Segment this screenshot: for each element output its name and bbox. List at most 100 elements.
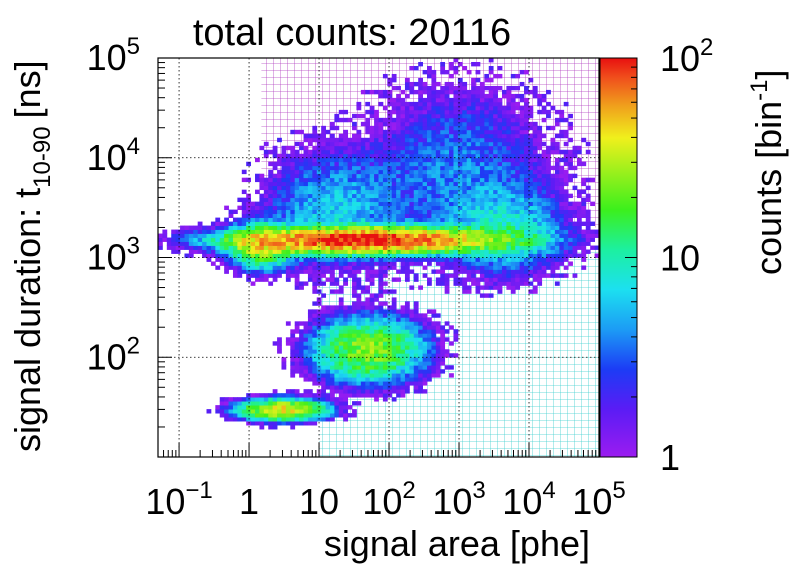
heatmap-cell [541, 265, 547, 270]
heatmap-cell [528, 229, 534, 234]
heatmap-cell [462, 265, 468, 270]
heatmap-cell [338, 181, 344, 187]
heatmap-cell [329, 277, 335, 282]
heatmap-cell [444, 349, 450, 354]
heatmap-cell [321, 305, 326, 310]
heatmap-cell [537, 225, 543, 230]
heatmap-cell [387, 385, 393, 390]
heatmap-cell [515, 133, 521, 139]
heatmap-cell [404, 193, 410, 199]
heatmap-cell [299, 189, 304, 195]
heatmap-cell [409, 149, 415, 155]
heatmap-cell [506, 209, 512, 215]
heatmap-cell [475, 69, 481, 75]
heatmap-cell [537, 273, 543, 278]
heatmap-cell [387, 129, 393, 135]
heatmap-cell [440, 145, 446, 151]
heatmap-cell [471, 197, 476, 203]
heatmap-cell [559, 237, 565, 242]
heatmap-cell [413, 145, 419, 151]
heatmap-cell [360, 201, 366, 207]
heatmap-cell [497, 201, 503, 207]
heatmap-cell [404, 381, 410, 386]
heatmap-cell [488, 197, 494, 203]
heatmap-cell [479, 101, 485, 107]
heatmap-cell [497, 113, 503, 119]
heatmap-cell [515, 225, 521, 230]
heatmap-cell [479, 129, 485, 135]
heatmap-cell [554, 245, 560, 250]
heatmap-cell [268, 269, 274, 274]
heatmap-cell [484, 161, 490, 167]
heatmap-cell [246, 197, 252, 203]
heatmap-cell [343, 145, 349, 151]
heatmap-cell [484, 165, 490, 171]
heatmap-cell [290, 205, 296, 211]
heatmap-cell [356, 169, 362, 175]
heatmap-cell [506, 149, 512, 155]
heatmap-cell [396, 213, 401, 218]
heatmap-cell [554, 281, 560, 286]
heatmap-cell [250, 201, 256, 207]
heatmap-cell [303, 345, 309, 350]
heatmap-cell [400, 377, 406, 382]
heatmap-cell [541, 97, 547, 103]
heatmap-cell [444, 285, 450, 290]
heatmap-cell [250, 409, 256, 414]
heatmap-cell [352, 273, 357, 278]
heatmap-cell [255, 157, 260, 163]
heatmap-cell [409, 349, 415, 354]
heatmap-cell [404, 345, 410, 350]
heatmap-cell [537, 153, 543, 159]
heatmap-cell [356, 329, 362, 334]
heatmap-cell [532, 121, 538, 127]
heatmap-cell [329, 357, 335, 362]
heatmap-cell [232, 405, 238, 410]
heatmap-cell [325, 369, 331, 374]
heatmap-cell [312, 213, 318, 218]
heatmap-cell [519, 173, 525, 179]
heatmap-cell [321, 293, 326, 298]
heatmap-cell [312, 165, 318, 171]
heatmap-cell [369, 225, 375, 230]
heatmap-cell [488, 145, 494, 151]
heatmap-cell [299, 165, 304, 171]
heatmap-cell [515, 101, 521, 107]
heatmap-cell [510, 289, 516, 294]
heatmap-cell [281, 173, 287, 179]
heatmap-cell [572, 273, 578, 278]
heatmap-cell [493, 145, 498, 151]
heatmap-cell [422, 233, 428, 238]
heatmap-cell [541, 149, 547, 155]
heatmap-cell [347, 317, 353, 322]
heatmap-cell [563, 157, 569, 163]
heatmap-cell [528, 221, 534, 226]
heatmap-cell [365, 357, 371, 362]
heatmap-cell [338, 169, 344, 175]
heatmap-cell [281, 257, 287, 262]
heatmap-cell [427, 141, 432, 147]
heatmap-cell [506, 181, 512, 187]
heatmap-cell [409, 85, 415, 91]
heatmap-cell [268, 217, 274, 222]
heatmap-cell [546, 209, 551, 215]
heatmap-cell [400, 349, 406, 354]
heatmap-cell [343, 281, 349, 286]
heatmap-cell [519, 281, 525, 286]
heatmap-cell [325, 153, 331, 159]
heatmap-cell [501, 109, 507, 115]
heatmap-cell [519, 169, 525, 175]
heatmap-cell [462, 117, 468, 123]
heatmap-cell [554, 201, 560, 207]
heatmap-cell [493, 213, 498, 218]
heatmap-cell [479, 265, 485, 270]
heatmap-cell [449, 173, 454, 179]
heatmap-cell [475, 153, 481, 159]
heatmap-cell [409, 269, 415, 274]
heatmap-cell [369, 361, 375, 366]
heatmap-cell [427, 177, 432, 183]
heatmap-cell [431, 149, 437, 155]
heatmap-cell [277, 217, 282, 222]
heatmap-cell [409, 229, 415, 234]
